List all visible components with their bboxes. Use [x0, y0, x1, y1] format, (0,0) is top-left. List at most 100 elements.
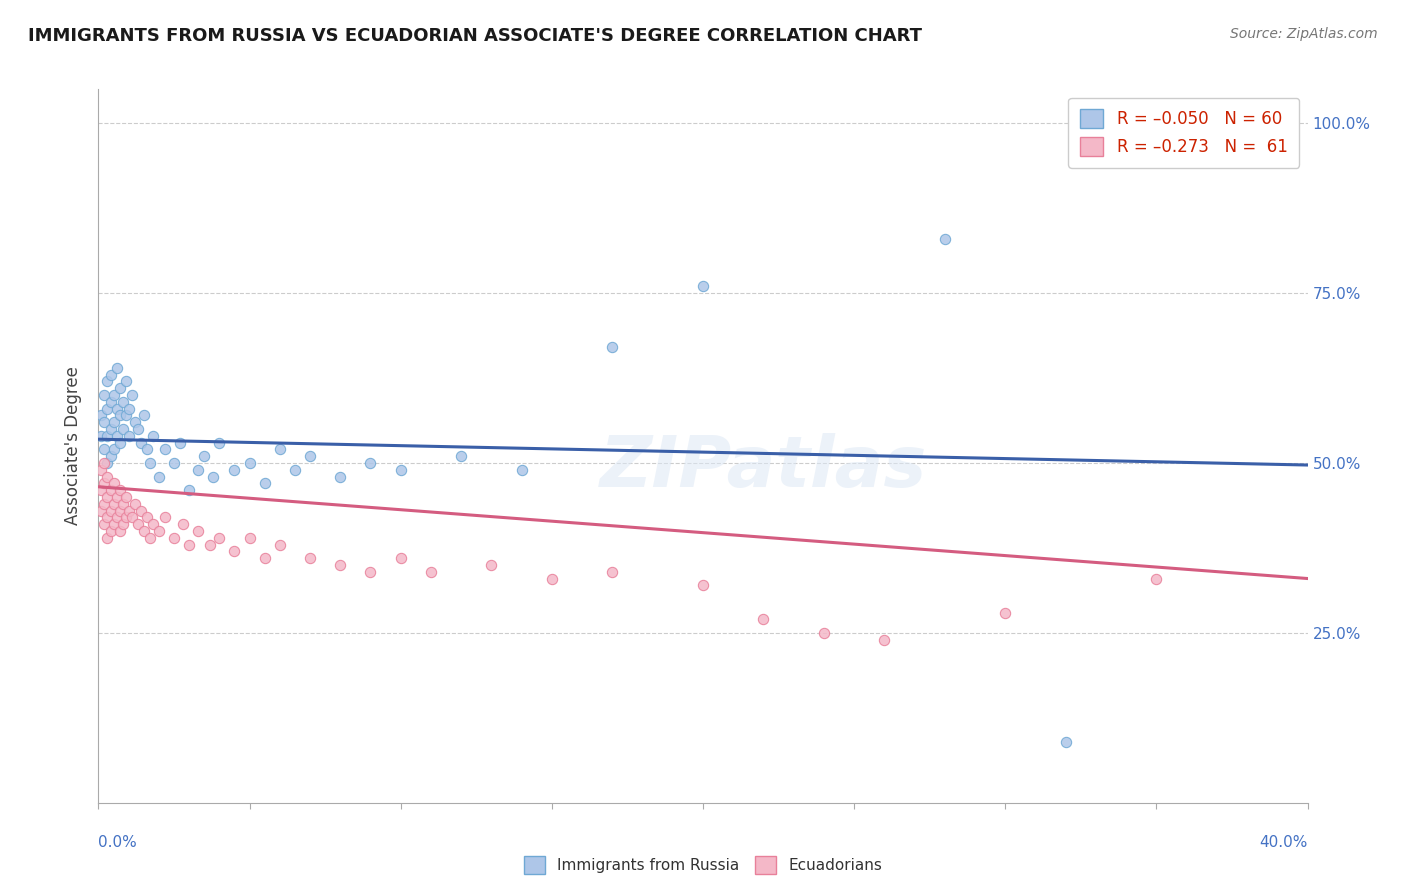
Point [224, 463, 246, 477]
Point [111, 497, 134, 511]
Point [284, 463, 307, 477]
Point [420, 565, 443, 579]
Point [105, 360, 128, 375]
Point [124, 497, 146, 511]
Point [105, 401, 128, 416]
Point [108, 435, 131, 450]
Point [96, 510, 118, 524]
Point [114, 490, 136, 504]
Point [103, 388, 125, 402]
Point [108, 503, 131, 517]
Point [450, 449, 472, 463]
Point [90, 463, 112, 477]
Point [208, 435, 231, 450]
Point [179, 537, 201, 551]
Point [90, 429, 112, 443]
Point [124, 415, 146, 429]
Point [135, 442, 157, 457]
Point [93, 517, 115, 532]
Point [253, 551, 276, 566]
Text: 0.0%: 0.0% [98, 836, 138, 850]
Point [93, 388, 115, 402]
Point [202, 469, 225, 483]
Point [163, 456, 186, 470]
Point [103, 476, 125, 491]
Point [90, 503, 112, 517]
Point [111, 422, 134, 436]
Point [108, 409, 131, 423]
Legend: Immigrants from Russia, Ecuadorians: Immigrants from Russia, Ecuadorians [517, 850, 889, 880]
Point [96, 531, 118, 545]
Point [540, 572, 562, 586]
Point [90, 483, 112, 498]
Point [389, 551, 412, 566]
Point [239, 531, 262, 545]
Point [93, 442, 115, 457]
Point [329, 469, 352, 483]
Point [93, 497, 115, 511]
Point [481, 558, 503, 572]
Point [873, 632, 896, 647]
Text: Source: ZipAtlas.com: Source: ZipAtlas.com [1230, 27, 1378, 41]
Point [813, 626, 835, 640]
Point [114, 409, 136, 423]
Point [103, 442, 125, 457]
Point [114, 510, 136, 524]
Point [127, 517, 149, 532]
Point [121, 510, 143, 524]
Point [108, 381, 131, 395]
Point [93, 415, 115, 429]
Point [994, 606, 1017, 620]
Point [108, 483, 131, 498]
Point [90, 409, 112, 423]
Point [208, 531, 231, 545]
Point [100, 503, 122, 517]
Point [389, 463, 412, 477]
Point [100, 483, 122, 498]
Point [142, 429, 165, 443]
Point [269, 537, 291, 551]
Point [135, 510, 157, 524]
Point [153, 510, 176, 524]
Point [132, 524, 155, 538]
Point [142, 517, 165, 532]
Point [269, 442, 291, 457]
Point [132, 409, 155, 423]
Point [153, 442, 176, 457]
Point [96, 375, 118, 389]
Point [602, 341, 624, 355]
Point [108, 524, 131, 538]
Point [692, 279, 714, 293]
Point [193, 449, 215, 463]
Point [105, 429, 128, 443]
Point [224, 544, 246, 558]
Point [103, 415, 125, 429]
Point [934, 232, 956, 246]
Point [100, 422, 122, 436]
Point [148, 469, 170, 483]
Point [100, 394, 122, 409]
Point [100, 368, 122, 382]
Point [105, 510, 128, 524]
Point [129, 503, 152, 517]
Point [129, 435, 152, 450]
Text: IMMIGRANTS FROM RUSSIA VS ECUADORIAN ASSOCIATE'S DEGREE CORRELATION CHART: IMMIGRANTS FROM RUSSIA VS ECUADORIAN ASS… [28, 27, 922, 45]
Point [100, 449, 122, 463]
Point [510, 463, 533, 477]
Point [752, 612, 775, 626]
Point [93, 456, 115, 470]
Point [163, 531, 186, 545]
Point [105, 490, 128, 504]
Point [200, 537, 222, 551]
Point [187, 524, 209, 538]
Point [148, 524, 170, 538]
Legend: R = –0.050   N = 60, R = –0.273   N =  61: R = –0.050 N = 60, R = –0.273 N = 61 [1069, 97, 1299, 168]
Point [139, 456, 162, 470]
Point [253, 476, 276, 491]
Point [329, 558, 352, 572]
Point [1054, 734, 1077, 748]
Point [96, 490, 118, 504]
Point [93, 476, 115, 491]
Point [103, 517, 125, 532]
Point [96, 401, 118, 416]
